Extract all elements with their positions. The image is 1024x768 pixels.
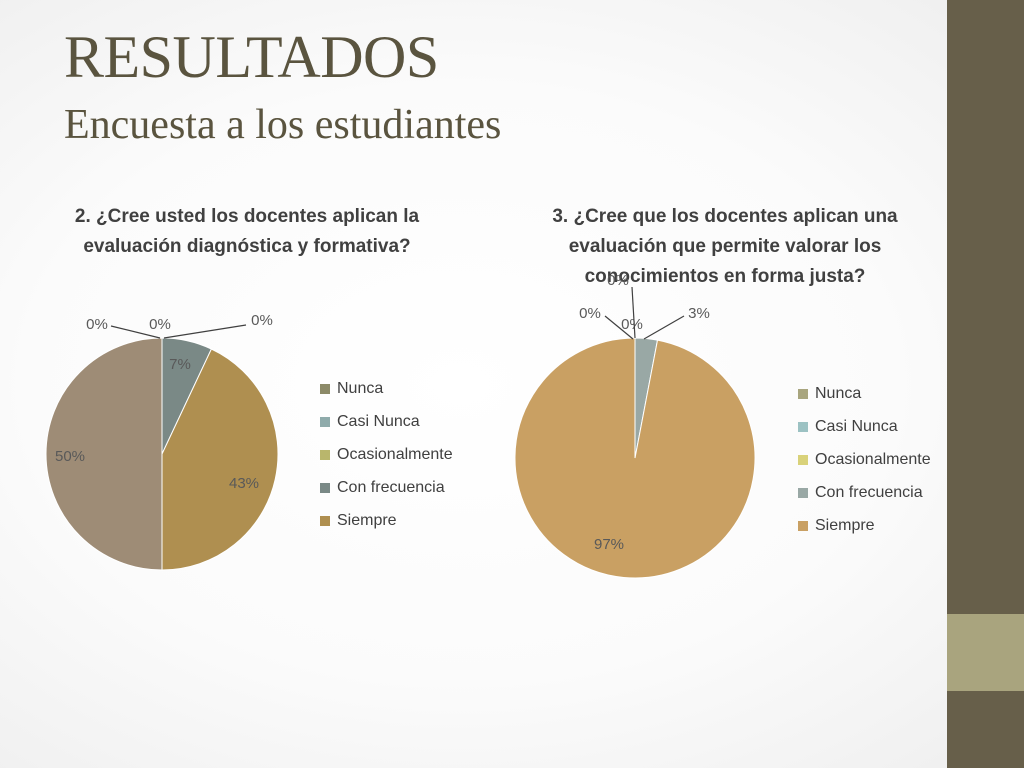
slide-subtitle: Encuesta a los estudiantes	[64, 102, 502, 148]
chart-2-pie: 0% 0% 0% 3% 97%	[514, 272, 756, 579]
chart-2-legend-swatch-5	[798, 520, 808, 531]
chart-2-data-label-2: 0%	[621, 316, 643, 333]
chart-1-legend-item-3: Ocasionalmente	[320, 438, 453, 471]
chart-2-data-label-1: 0%	[579, 305, 601, 322]
chart-1-title: 2. ¿Cree usted los docentes aplican la e…	[74, 206, 420, 257]
chart-1-legend-item-5: Siempre	[320, 504, 453, 537]
chart-1-pie: 0% 0% 0% 7% 43% 50%	[45, 312, 279, 571]
chart-2-legend-swatch-4	[798, 487, 808, 498]
chart-1-legend-swatch-3	[320, 449, 330, 460]
chart-2-legend-item-2: Casi Nunca	[798, 410, 931, 443]
chart-1-legend-label-2: Casi Nunca	[337, 412, 420, 430]
chart-1-legend-swatch-5	[320, 515, 330, 526]
chart-2-data-label-3: 0%	[607, 272, 629, 289]
chart-2-leader-1	[604, 315, 634, 340]
chart-2-legend: Nunca Casi Nunca Ocasionalmente Con frecuen…	[798, 377, 931, 542]
chart-2-slice-5	[514, 337, 756, 579]
chart-2-legend-swatch-1	[798, 388, 808, 399]
chart-2-legend-item-5: Siempre	[798, 509, 931, 542]
chart-1-data-label-6: 50%	[55, 448, 85, 465]
chart-2-legend-label-4: Con frecuencia	[815, 483, 923, 501]
chart-2-legend-item-4: Con frecuencia	[798, 476, 931, 509]
chart-1-data-label-5: 43%	[229, 475, 259, 492]
chart-1-data-label-3: 0%	[251, 312, 273, 329]
chart-1-legend-label-1: Nunca	[337, 379, 384, 397]
chart-1-data-label-4: 7%	[169, 356, 191, 373]
chart-1-leader-3	[163, 324, 247, 339]
chart-1-legend-swatch-1	[320, 383, 330, 394]
chart-1-slice-6	[45, 337, 163, 571]
chart-1-legend-item-4: Con frecuencia	[320, 471, 453, 504]
chart-1-data-label-1: 0%	[86, 316, 108, 333]
chart-1-legend-label-3: Ocasionalmente	[337, 445, 453, 463]
chart-1-data-label-2: 0%	[149, 316, 171, 333]
chart-2-legend-label-2: Casi Nunca	[815, 417, 898, 435]
chart-2-data-label-5: 97%	[594, 536, 624, 553]
chart-2-legend-label-3: Ocasionalmente	[815, 450, 931, 468]
chart-1-legend-item-2: Casi Nunca	[320, 405, 453, 438]
chart-2-legend-item-1: Nunca	[798, 377, 931, 410]
chart-2-data-label-4: 3%	[688, 305, 710, 322]
chart-1-slice-5	[161, 348, 279, 571]
chart-2-legend-item-3: Ocasionalmente	[798, 443, 931, 476]
chart-2-legend-label-5: Siempre	[815, 516, 875, 534]
chart-2-legend-swatch-2	[798, 421, 808, 432]
chart-2-legend-label-1: Nunca	[815, 384, 862, 402]
slide-title: RESULTADOS	[64, 24, 439, 90]
chart-1-legend: Nunca Casi Nunca Ocasionalmente Con frecuen…	[320, 372, 453, 537]
chart-1-leader-1	[110, 325, 161, 339]
chart-1-legend-label-4: Con frecuencia	[337, 478, 445, 496]
chart-2-leader-4	[643, 315, 685, 340]
chart-1-legend-swatch-4	[320, 482, 330, 493]
chart-1-legend-label-5: Siempre	[337, 511, 397, 529]
chart-1-legend-swatch-2	[320, 416, 330, 427]
sidebar-accent-block	[947, 614, 1024, 691]
chart-2-leader-3	[631, 286, 636, 339]
chart-2-title: 3. ¿Cree que los docentes aplican una ev…	[552, 206, 898, 287]
chart-2-legend-swatch-3	[798, 454, 808, 465]
chart-1-legend-item-1: Nunca	[320, 372, 453, 405]
